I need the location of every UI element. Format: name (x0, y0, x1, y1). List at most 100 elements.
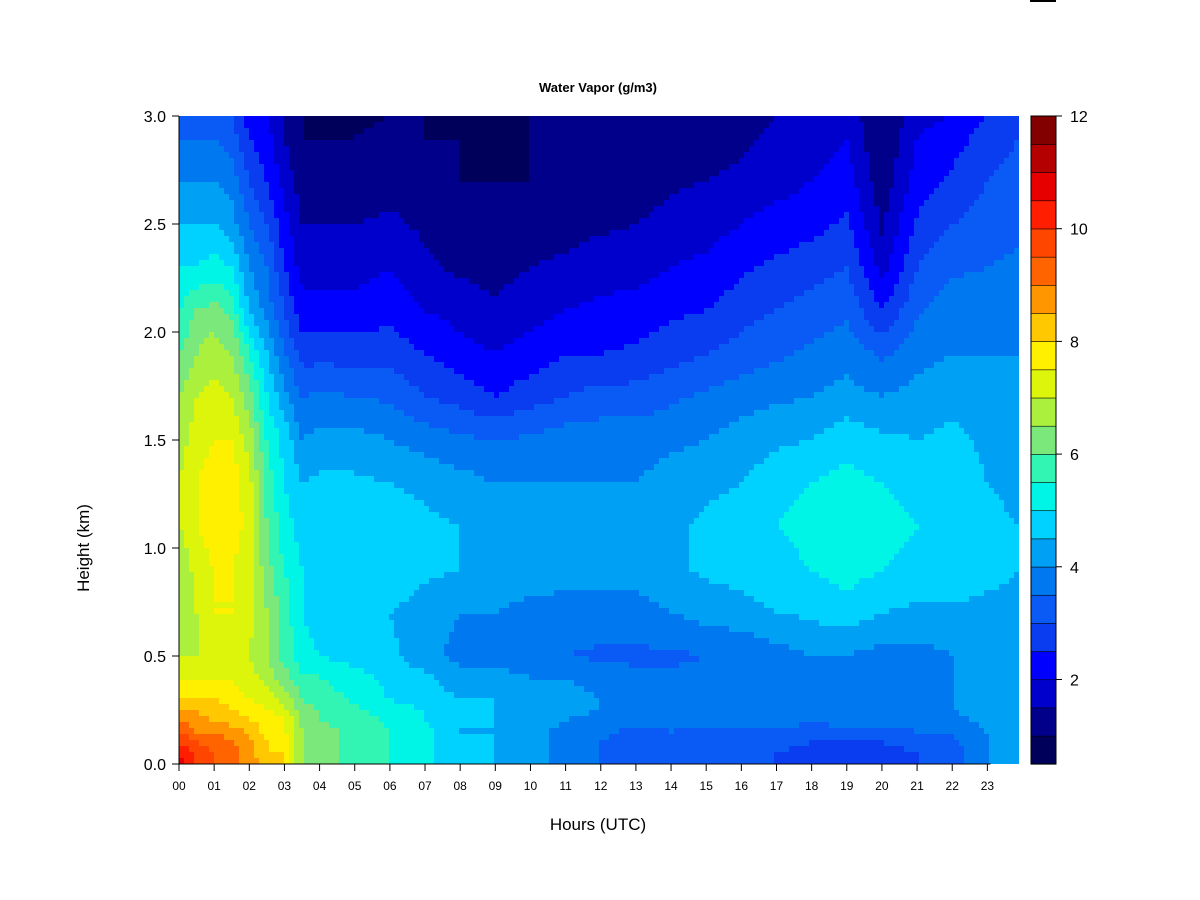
heatmap-cell (329, 722, 335, 729)
heatmap-cell (374, 404, 380, 411)
heatmap-cell (284, 368, 290, 375)
heatmap-cell (209, 536, 215, 543)
heatmap-cell (284, 542, 290, 549)
heatmap-cell (284, 536, 290, 543)
heatmap-cell (329, 398, 335, 405)
heatmap-cell (259, 482, 265, 489)
heatmap-cell (259, 542, 265, 549)
heatmap-cell (284, 302, 290, 309)
heatmap-cell (294, 338, 300, 345)
heatmap-cell (294, 344, 300, 351)
heatmap-cell (374, 632, 380, 639)
heatmap-cell (224, 710, 230, 717)
heatmap-cell (359, 536, 365, 543)
heatmap-cell (389, 392, 395, 399)
heatmap-cell (404, 320, 410, 327)
heatmap-cell (269, 734, 275, 741)
heatmap-cell (379, 662, 385, 669)
heatmap-cell (334, 668, 340, 675)
heatmap-cell (274, 656, 280, 663)
heatmap-cell (199, 626, 205, 633)
heatmap-cell (379, 422, 385, 429)
heatmap-cell (404, 266, 410, 273)
heatmap-cell (289, 632, 295, 639)
heatmap-cell (349, 452, 355, 459)
heatmap-cell (254, 566, 260, 573)
heatmap-cell (354, 302, 360, 309)
heatmap-cell (354, 182, 360, 189)
heatmap-cell (264, 662, 270, 669)
heatmap-cell (199, 608, 205, 615)
heatmap-cell (219, 344, 225, 351)
heatmap-cell (354, 188, 360, 195)
heatmap-cell (324, 638, 330, 645)
heatmap-cell (329, 728, 335, 735)
heatmap-cell (394, 302, 400, 309)
heatmap-cell (299, 728, 305, 735)
heatmap-cell (324, 662, 330, 669)
heatmap-cell (264, 374, 270, 381)
heatmap-cell (289, 536, 295, 543)
heatmap-cell (274, 746, 280, 753)
heatmap-cell (199, 512, 205, 519)
heatmap-cell (329, 344, 335, 351)
heatmap-cell (219, 512, 225, 519)
heatmap-cell (199, 416, 205, 423)
heatmap-cell (274, 458, 280, 465)
heatmap-cell (309, 266, 315, 273)
heatmap-cell (209, 674, 215, 681)
heatmap-cell (209, 458, 215, 465)
heatmap-cell (324, 122, 330, 129)
heatmap-cell (334, 206, 340, 213)
heatmap-cell (309, 134, 315, 141)
heatmap-cell (214, 302, 220, 309)
heatmap-cell (324, 308, 330, 315)
heatmap-cell (294, 176, 300, 183)
heatmap-cell (289, 344, 295, 351)
heatmap-cell (404, 188, 410, 195)
heatmap-cell (219, 398, 225, 405)
heatmap-cell (184, 512, 190, 519)
heatmap-cell (314, 602, 320, 609)
heatmap-cell (314, 422, 320, 429)
heatmap-cell (234, 716, 240, 723)
heatmap-cell (254, 584, 260, 591)
heatmap-cell (314, 134, 320, 141)
heatmap-cell (269, 206, 275, 213)
heatmap-cell (239, 590, 245, 597)
heatmap-cell (304, 272, 310, 279)
heatmap-cell (199, 494, 205, 501)
heatmap-cell (264, 722, 270, 729)
heatmap-cell (399, 602, 405, 609)
heatmap-cell (324, 458, 330, 465)
heatmap-cell (269, 674, 275, 681)
heatmap-cell (309, 650, 315, 657)
heatmap-cell (319, 290, 325, 297)
heatmap-cell (244, 368, 250, 375)
heatmap-cell (229, 434, 235, 441)
heatmap-cell (259, 620, 265, 627)
heatmap-cell (359, 722, 365, 729)
heatmap-cell (289, 392, 295, 399)
heatmap-cell (179, 680, 185, 687)
heatmap-cell (184, 272, 190, 279)
heatmap-cell (349, 482, 355, 489)
heatmap-cell (274, 140, 280, 147)
heatmap-cell (239, 482, 245, 489)
heatmap-cell (264, 632, 270, 639)
heatmap-cell (304, 248, 310, 255)
heatmap-cell (229, 650, 235, 657)
heatmap-cell (254, 176, 260, 183)
heatmap-cell (399, 626, 405, 633)
heatmap-cell (399, 536, 405, 543)
heatmap-cell (249, 464, 255, 471)
heatmap-cell (309, 722, 315, 729)
heatmap-cell (309, 386, 315, 393)
heatmap-cell (219, 200, 225, 207)
heatmap-cell (404, 446, 410, 453)
heatmap-cell (304, 542, 310, 549)
heatmap-cell (339, 404, 345, 411)
heatmap-cell (279, 548, 285, 555)
heatmap-cell (379, 536, 385, 543)
heatmap-cell (304, 752, 310, 759)
